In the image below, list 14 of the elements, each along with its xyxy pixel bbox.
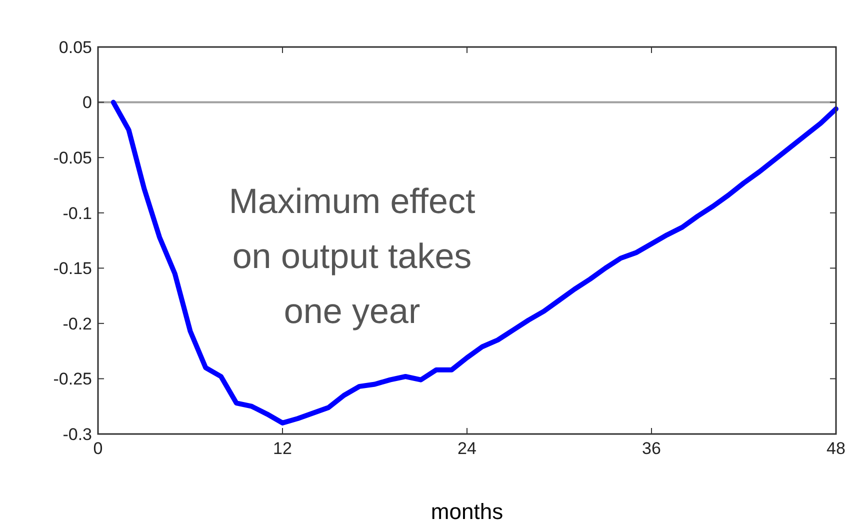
- x-tick-label: 36: [642, 439, 661, 458]
- y-tick-label: 0.05: [58, 38, 92, 57]
- annotation: Maximum effect on output takes one year: [228, 182, 476, 331]
- x-tick-label: 12: [273, 439, 292, 458]
- y-tick-label: -0.1: [62, 204, 92, 223]
- y-tick-label: -0.2: [62, 314, 92, 334]
- y-tick-label: -0.25: [53, 370, 92, 389]
- y-tick-label: -0.15: [53, 259, 92, 278]
- y-tick-label: -0.3: [62, 424, 92, 444]
- y-tick-label: 0: [82, 93, 92, 112]
- x-tick-label: 24: [458, 439, 476, 458]
- y-tick-label: -0.05: [53, 148, 92, 168]
- x-axis-title: months: [430, 499, 504, 524]
- x-tick-label: 48: [826, 439, 846, 458]
